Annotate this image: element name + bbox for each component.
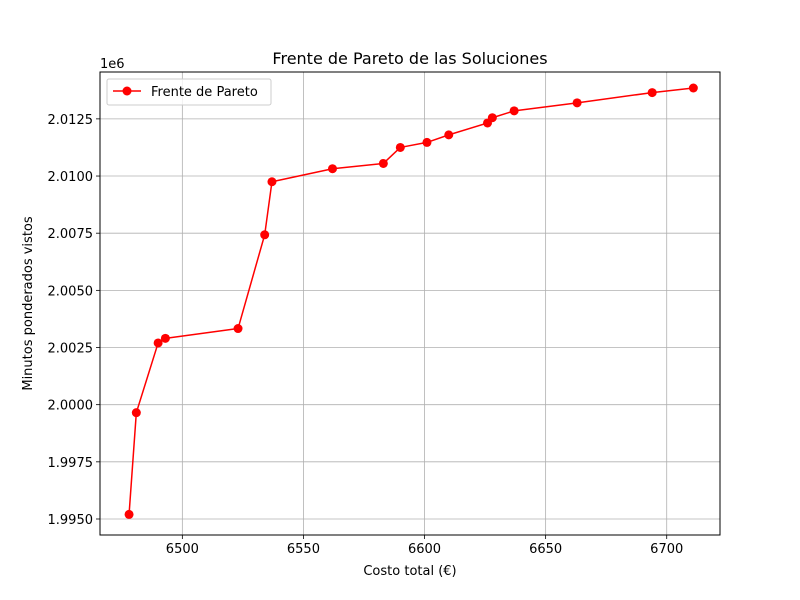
legend-marker — [122, 86, 132, 96]
legend-box — [106, 78, 272, 106]
data-point — [422, 137, 432, 147]
y-tick-label: 2.0075 — [48, 227, 94, 242]
legend: Frente de Pareto — [106, 78, 272, 106]
data-point — [233, 324, 243, 334]
y-tick-label: 1.9950 — [48, 513, 94, 528]
x-axis-label: Costo total (€) — [363, 564, 456, 579]
data-point — [509, 106, 519, 116]
y-axis-label: Minutos ponderados vistos — [21, 216, 36, 391]
grid-layer — [100, 72, 720, 535]
data-point — [131, 408, 141, 418]
data-point — [572, 98, 582, 108]
data-point — [124, 509, 134, 519]
y-offset-label: 1e6 — [100, 57, 125, 72]
data-point — [160, 333, 170, 343]
y-tick-label: 2.0125 — [48, 113, 94, 128]
tick-layer: 6500 6550 6600 6650 6700 1.9950 1.9975 2.0000 2.… — [48, 113, 684, 557]
x-tick-label: 6700 — [650, 542, 683, 557]
data-point — [153, 338, 163, 348]
x-tick-label: 6600 — [408, 542, 441, 557]
y-tick-label: 2.0025 — [48, 342, 94, 357]
data-point — [328, 164, 337, 174]
data-point — [647, 88, 657, 98]
x-tick-label: 6550 — [287, 542, 320, 557]
series-layer — [124, 83, 698, 519]
data-point — [260, 230, 270, 240]
legend-label: Frente de Pareto — [151, 85, 258, 100]
data-point — [487, 113, 497, 123]
x-tick-label: 6500 — [166, 542, 199, 557]
data-point — [395, 142, 405, 152]
x-tick-label: 6650 — [529, 542, 562, 557]
y-tick-label: 2.0000 — [48, 399, 94, 414]
data-point — [444, 130, 454, 140]
data-point — [378, 158, 388, 168]
y-tick-label: 2.0100 — [48, 170, 94, 185]
y-tick-label: 2.0050 — [48, 284, 94, 299]
chart-title: Frente de Pareto de las Soluciones — [272, 49, 547, 68]
y-tick-label: 1.9975 — [48, 456, 94, 471]
plot-frame — [99, 71, 721, 536]
data-point — [688, 83, 698, 93]
data-point — [267, 177, 277, 187]
